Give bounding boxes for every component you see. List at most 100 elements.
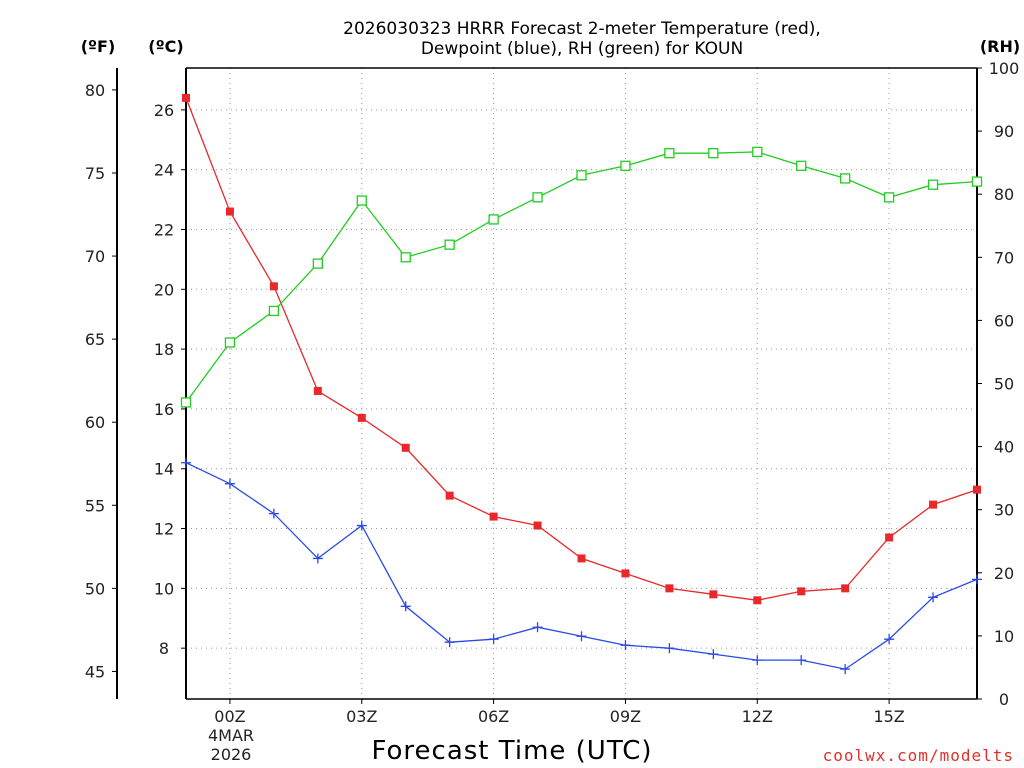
dewpoint-point-9 [620, 640, 631, 651]
celsius-tick-label-10: 10 [154, 579, 174, 598]
celsius-tick-label-18: 18 [154, 340, 174, 359]
rh-point-5 [444, 239, 455, 250]
rh-point-17 [971, 176, 983, 187]
date-label-month: 4MAR [208, 726, 254, 745]
celsius-tick-label-26: 26 [154, 101, 174, 120]
fahrenheit-unit-label: (ºF) [81, 37, 116, 56]
celsius-tick-label-14: 14 [154, 460, 174, 479]
fahrenheit-tick-label-80: 80 [85, 81, 105, 100]
rh-tick-label-20: 20 [994, 564, 1014, 583]
rh-point-11 [708, 148, 719, 159]
temperature-point-11 [709, 590, 718, 599]
chart-title-line2: Dewpoint (blue), RH (green) for KOUN [421, 39, 743, 59]
celsius-tick-label-12: 12 [154, 520, 174, 539]
rh-point-3 [356, 195, 367, 206]
rh-point-1 [268, 305, 280, 317]
temperature-point-7 [533, 521, 542, 530]
temperature-point-15 [885, 533, 894, 542]
temperature-point-4 [401, 443, 410, 452]
chart-title-line1: 2026030323 HRRR Forecast 2-meter Tempera… [343, 19, 821, 39]
temperature-series [182, 93, 981, 605]
fahrenheit-tick-label-65: 65 [85, 330, 105, 349]
rh-point-15 [883, 192, 895, 203]
dewpoint-point-14 [840, 664, 851, 675]
temperature-point-14 [841, 584, 850, 593]
dewpoint-point-12 [752, 655, 763, 666]
date-label-year: 2026 [211, 745, 252, 764]
dewpoint-point-13 [796, 655, 807, 666]
temperature-point-3 [357, 413, 366, 422]
fahrenheit-tick-label-45: 45 [85, 662, 105, 681]
celsius-tick-label-8: 8 [159, 639, 169, 658]
dewpoint-point-3 [356, 520, 367, 531]
fahrenheit-tick-label-70: 70 [85, 247, 105, 266]
dewpoint-point-2 [312, 553, 323, 564]
dewpoint-point-0 [224, 478, 235, 489]
celsius-unit-label: (ºC) [148, 37, 183, 56]
dewpoint-point-17 [972, 574, 982, 585]
dewpoint-point-15 [884, 634, 895, 645]
fahrenheit-tick-label-75: 75 [85, 164, 105, 183]
dewpoint-point-5 [444, 637, 455, 648]
temperature-point-10 [665, 584, 674, 593]
temperature-point-16 [929, 500, 938, 509]
rh-point-4 [400, 252, 411, 263]
dewpoint-point--1 [181, 457, 191, 468]
fahrenheit-tick-label-60: 60 [85, 413, 105, 432]
temperature-point--1 [182, 93, 190, 102]
temperature-point-12 [753, 596, 762, 605]
dewpoint-point-16 [928, 592, 939, 603]
celsius-tick-label-16: 16 [154, 400, 174, 419]
rh-tick-label-40: 40 [994, 438, 1014, 457]
rh-point-10 [664, 148, 675, 159]
rh-point-13 [796, 160, 807, 171]
x-tick-label-00Z: 00Z [214, 707, 245, 726]
x-tick-label-06Z: 06Z [478, 707, 509, 726]
watermark: coolwx.com/modelts [823, 746, 1014, 765]
dewpoint-point-6 [488, 634, 499, 645]
rh-point-12 [752, 146, 763, 158]
celsius-tick-label-20: 20 [154, 280, 174, 299]
rh-point-14 [840, 173, 851, 184]
fahrenheit-tick-label-55: 55 [85, 496, 105, 515]
x-tick-label-03Z: 03Z [346, 707, 377, 726]
rh-point-16 [927, 179, 939, 190]
temperature-point-9 [621, 569, 630, 578]
temperature-point-6 [489, 512, 498, 521]
rh-point-8 [576, 170, 587, 181]
rh-point-7 [532, 192, 543, 203]
rh-tick-label-100: 100 [989, 59, 1020, 78]
grid [186, 68, 977, 699]
celsius-tick-label-22: 22 [154, 220, 174, 239]
rh-point-2 [312, 258, 323, 269]
fahrenheit-tick-label-50: 50 [85, 579, 105, 598]
rh-tick-label-60: 60 [994, 311, 1014, 330]
rh-tick-label-10: 10 [994, 627, 1014, 646]
rh-unit-label: (RH) [980, 37, 1020, 56]
temperature-point-8 [577, 554, 586, 563]
temperature-point-1 [269, 282, 278, 291]
dewpoint-point-7 [532, 622, 543, 633]
dewpoint-series [181, 457, 982, 675]
temperature-point-0 [225, 207, 234, 216]
rh-tick-label-70: 70 [994, 248, 1014, 267]
rh-point--1 [180, 397, 192, 408]
x-tick-label-15Z: 15Z [873, 707, 904, 726]
dewpoint-point-1 [268, 508, 279, 519]
rh-tick-label-50: 50 [994, 375, 1014, 394]
temperature-point-17 [973, 485, 981, 494]
rh-line [185, 151, 978, 403]
rh-tick-label-80: 80 [994, 185, 1014, 204]
dewpoint-point-4 [400, 601, 411, 612]
tick-labels: 8 10 12 14 16 18 20 22 24 26 45 50 55 60 65 70 75 80 0 10 20… [85, 59, 1019, 726]
rh-tick-label-0: 0 [999, 690, 1009, 709]
celsius-tick-label-24: 24 [154, 161, 174, 180]
x-tick-label-12Z: 12Z [742, 707, 773, 726]
dewpoint-point-11 [708, 649, 719, 660]
rh-tick-label-90: 90 [994, 122, 1014, 141]
temperature-point-5 [445, 491, 454, 500]
rh-series [180, 146, 983, 408]
dewpoint-point-10 [664, 643, 675, 654]
temperature-point-2 [313, 386, 322, 395]
